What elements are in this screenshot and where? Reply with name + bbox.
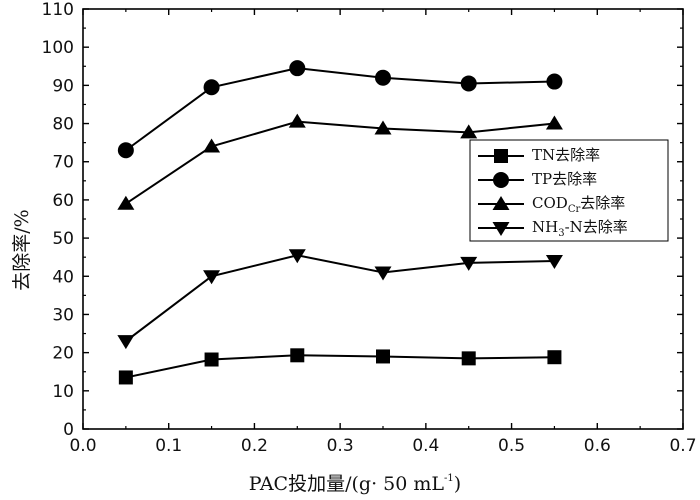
series-line-tn — [125, 354, 555, 379]
data-point-tn — [461, 351, 476, 366]
data-point-tn — [290, 348, 305, 363]
x-tick-label: 0.2 — [241, 436, 268, 456]
data-point-cod — [545, 115, 563, 130]
legend-marker-cod — [492, 196, 510, 210]
data-point-nh3n — [288, 249, 306, 264]
x-tick-label: 0.3 — [327, 436, 354, 456]
x-tick-label: 0.1 — [155, 436, 182, 456]
data-point-tn — [376, 349, 390, 364]
data-point-cod — [460, 124, 478, 139]
legend-marker-tn — [494, 149, 508, 163]
x-tick-label: 0.6 — [584, 436, 611, 456]
data-point-nh3n — [460, 256, 478, 271]
y-axis: 0 10 20 30 40 50 60 70 80 90 100 110 — [42, 0, 683, 440]
data-point-tp — [375, 69, 391, 86]
series-tp — [117, 60, 563, 159]
series-layer — [117, 60, 563, 385]
series-line-tp — [125, 67, 555, 152]
y-tick-label: 10 — [52, 382, 74, 402]
data-point-cod — [374, 120, 392, 135]
x-axis-title: PAC投加量/(g· 50 mL-1) — [249, 473, 461, 495]
y-tick-label: 60 — [52, 191, 74, 211]
y-tick-label: 100 — [42, 38, 74, 58]
legend-label-tp: TP去除率 — [532, 170, 597, 188]
x-tick-label: 0.7 — [669, 436, 696, 456]
series-nh3n — [117, 249, 563, 350]
data-point-tp — [203, 79, 220, 96]
legend-label-nh3n: NH3-N去除率 — [532, 218, 628, 239]
series-line-cod — [125, 120, 555, 205]
data-point-nh3n — [203, 270, 221, 285]
x-tick-label: 0.0 — [69, 436, 96, 456]
data-point-tp — [117, 142, 134, 159]
y-tick-label: 40 — [52, 267, 74, 287]
legend: TN去除率 TP去除率 CODCr去除率 NH3-N去除率 — [469, 139, 669, 242]
data-point-cod — [203, 138, 221, 153]
legend-marker-nh3n — [492, 222, 510, 236]
data-point-tn — [204, 352, 219, 367]
y-tick-label: 30 — [52, 305, 74, 325]
data-point-nh3n — [374, 266, 392, 281]
y-tick-label: 90 — [52, 76, 74, 96]
legend-label-cod: CODCr去除率 — [532, 194, 625, 215]
series-line-nh3n — [125, 254, 555, 342]
legend-marker-tp — [493, 172, 509, 188]
y-tick-label: 110 — [42, 0, 74, 20]
y-tick-label: 50 — [52, 229, 74, 249]
data-point-nh3n — [117, 335, 135, 350]
series-cod — [117, 113, 563, 210]
data-point-tp — [289, 60, 306, 77]
legend-label-tn: TN去除率 — [532, 146, 600, 164]
series-tn — [118, 348, 562, 385]
data-point-cod — [288, 113, 306, 128]
x-tick-label: 0.4 — [412, 436, 439, 456]
data-point-tp — [546, 73, 563, 90]
y-tick-label: 80 — [52, 115, 74, 135]
y-tick-label: 20 — [52, 344, 74, 364]
x-axis: 0.0 0.1 0.2 0.3 0.4 0.5 0.6 0.7 — [69, 9, 697, 456]
data-point-nh3n — [545, 255, 563, 269]
y-tick-label: 0 — [63, 420, 74, 440]
data-point-cod — [117, 195, 135, 210]
data-point-tp — [460, 75, 477, 92]
data-point-tn — [118, 370, 133, 385]
y-tick-label: 70 — [52, 153, 74, 173]
y-axis-title: 去除率/% — [11, 209, 33, 290]
data-point-tn — [547, 350, 562, 365]
x-tick-label: 0.5 — [498, 436, 525, 456]
